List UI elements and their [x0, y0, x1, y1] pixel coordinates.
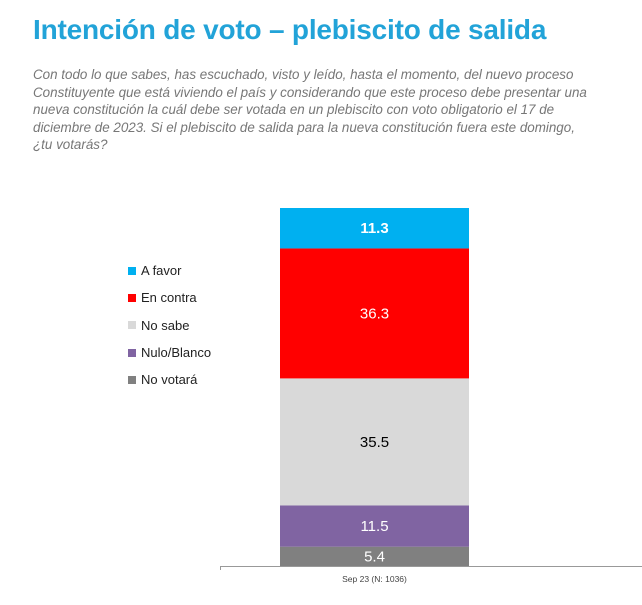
legend-swatch — [128, 348, 136, 357]
data-label: 11.5 — [360, 518, 388, 535]
legend-label: Nulo/Blanco — [141, 345, 212, 361]
legend-label: No sabe — [141, 317, 190, 333]
legend-label: A favor — [141, 263, 182, 279]
data-label: 35.5 — [360, 434, 389, 451]
legend-label: No votará — [141, 372, 198, 388]
data-label: 11.3 — [360, 220, 388, 237]
legend-swatch — [128, 293, 136, 302]
legend-swatch — [128, 375, 136, 384]
x-tick-label: Sep 23 (N: 1036) — [342, 574, 407, 584]
bar-segment-2 — [280, 378, 469, 506]
legend: A favor En contra No sabe Nulo/Blanco No vot… — [128, 257, 211, 393]
data-label: 5.4 — [364, 548, 385, 565]
bar-segment-0 — [280, 208, 469, 249]
chart-subtitle: Con todo lo que sabes, has escuchado, vi… — [33, 67, 587, 153]
legend-item: No sabe — [128, 312, 211, 339]
bar-segment-1 — [280, 248, 469, 379]
bar-segment-3 — [280, 505, 469, 547]
legend-item: No votará — [128, 366, 211, 393]
data-label: 36.3 — [360, 305, 389, 322]
legend-label: En contra — [141, 290, 197, 306]
legend-item: En contra — [128, 284, 211, 311]
legend-swatch — [128, 266, 136, 275]
legend-swatch — [128, 321, 136, 330]
chart-title: Intención de voto – plebiscito de salida — [33, 14, 547, 45]
legend-item: A favor — [128, 257, 211, 284]
bar-segment-4 — [280, 546, 469, 566]
legend-item: Nulo/Blanco — [128, 339, 211, 366]
